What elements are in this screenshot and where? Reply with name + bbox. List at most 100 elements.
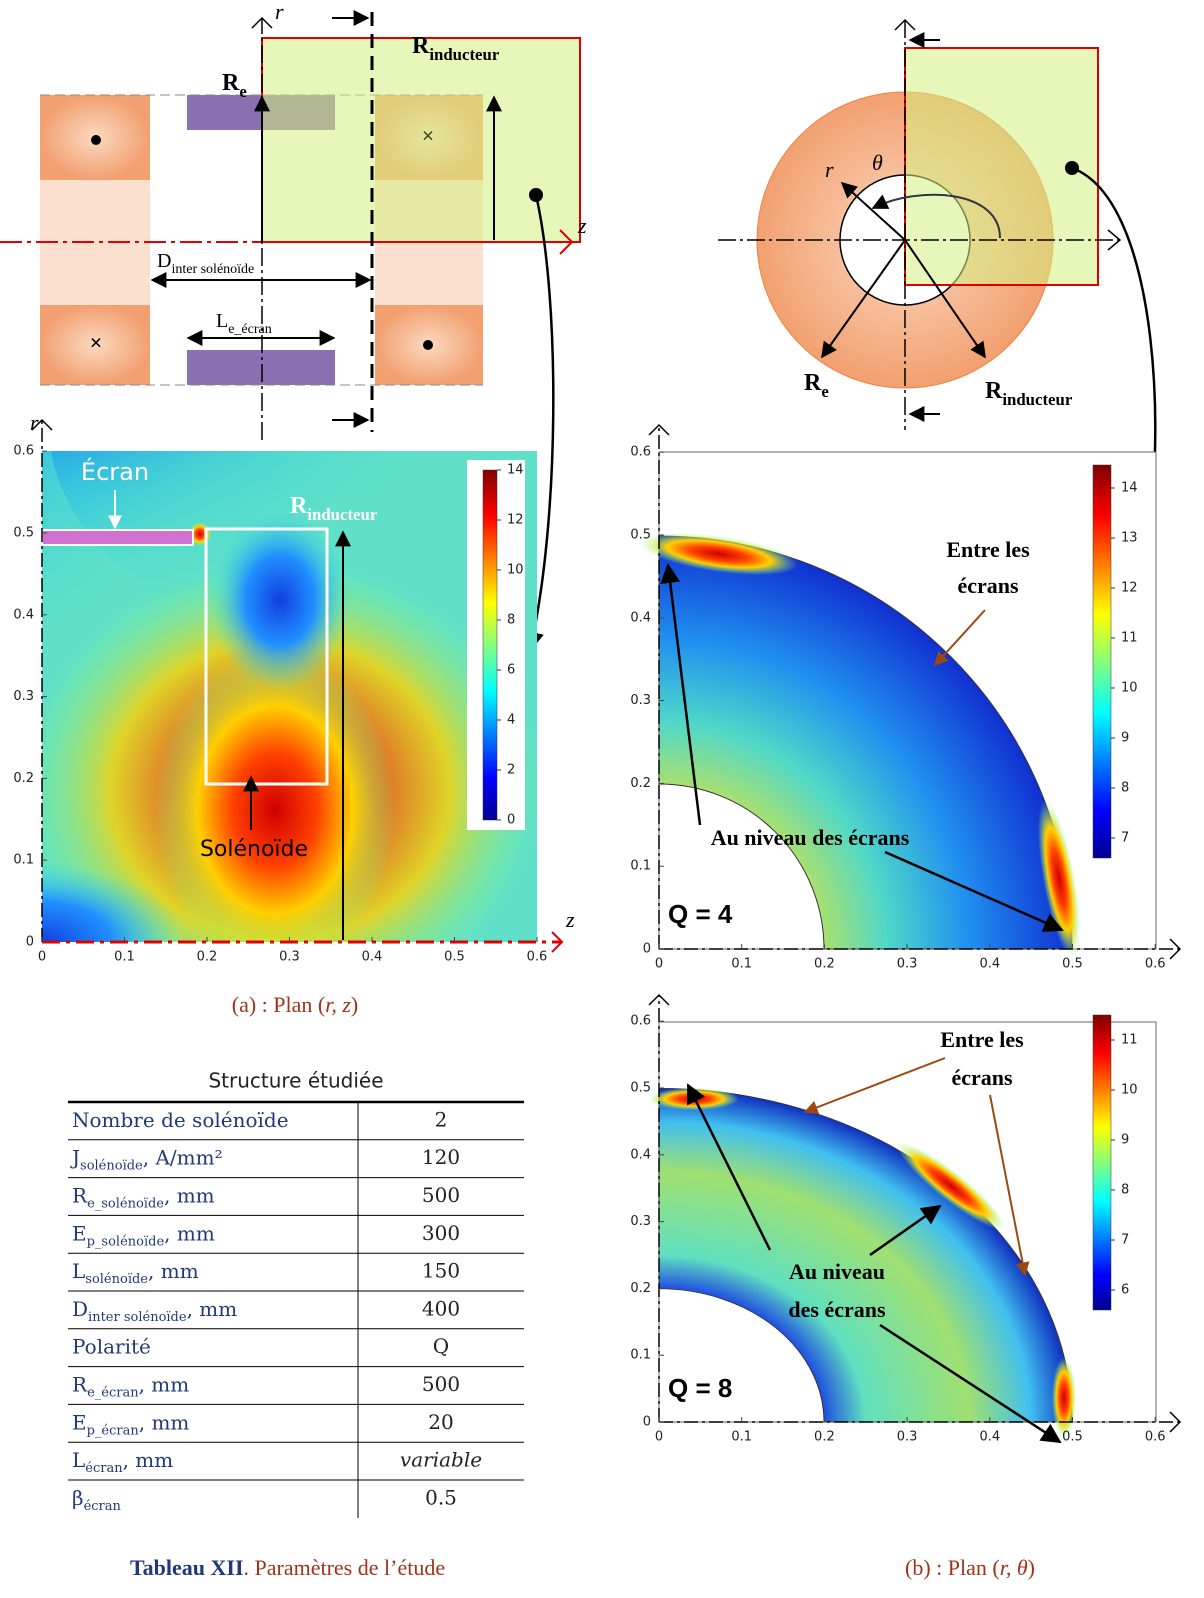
label: Nombre de solénoïde [72,1107,289,1131]
caption: (a) : Plan (r, z) [232,992,358,1017]
label: 9 [1121,731,1129,746]
label: 0.2 [814,1430,835,1445]
label: βécran [72,1485,122,1514]
label: Rinducteur [290,493,378,525]
label: 0 [26,935,34,950]
label: 8 [1121,1183,1129,1198]
label-sub: solénoïde [80,1159,143,1174]
label: 0.1 [731,957,752,972]
label: 0.5 [630,1081,651,1096]
label: Rinducteur [985,378,1073,410]
label-sub: e [239,82,247,101]
label-sub: inter solénoïde [88,1310,187,1325]
label-sub: écran [85,1461,123,1476]
label-main: R [222,70,240,96]
label-main: Nombre de solénoïde [72,1107,289,1131]
label: 0.5 [13,526,34,541]
label: 8 [1121,781,1129,796]
label: 12 [507,513,524,528]
label: 0 [38,950,46,965]
label: 0.4 [630,1147,651,1162]
label-unit: , mm [164,1221,215,1245]
label-main: Polarité [72,1334,151,1358]
label: 0.3 [13,689,34,704]
label: r [275,0,284,24]
label: 8 [507,613,515,628]
caption-text: (b) : Plan ( [905,1555,1000,1580]
label-main: β [72,1485,84,1509]
label-sub: e_solénoïde [87,1197,164,1212]
label: 10 [1121,1083,1138,1098]
label: 0.1 [630,859,651,874]
label: Q = 8 [668,1373,732,1403]
label-sub: e_écran [228,322,272,337]
label: 11 [1121,631,1138,646]
plot-rz-overlay [31,418,564,953]
caption: (b) : Plan (r, θ) [905,1555,1035,1580]
label: 0 [643,1415,651,1430]
schema-rtheta [718,18,1157,587]
label: 0.6 [1145,957,1166,972]
label: Re [222,70,247,102]
label-sub: inducteur [307,505,377,524]
label: 0.6 [1145,1430,1166,1445]
label: écrans [957,573,1019,598]
label: Polarité [72,1334,151,1358]
label-sub: écran [84,1499,122,1514]
label: 0.3 [630,693,651,708]
label: des écrans [788,1297,886,1322]
label: Q [433,1334,449,1358]
label: 10 [1121,681,1138,696]
label: Lsolénoïde, mm [72,1259,199,1288]
label: 0.6 [630,445,651,460]
label: 6 [1121,1283,1129,1298]
label: 0.5 [1062,1430,1083,1445]
label: 0.4 [13,607,34,622]
label: Solénoïde [200,837,308,862]
label-main: E [72,1410,87,1434]
label: 500 [422,1183,460,1207]
label: Lécran, mm [72,1448,173,1477]
label-unit: , mm [139,1372,190,1396]
label-main: L [72,1448,85,1472]
label: Au niveau [789,1259,885,1284]
label: r [825,157,834,182]
label: Jsolénoïde, A/mm² [70,1145,223,1174]
label-main: R [412,33,430,59]
label: écrans [951,1065,1013,1090]
label: Entre les [946,537,1030,562]
label: Re [804,370,829,402]
label: 0.3 [897,957,918,972]
label: 14 [507,463,524,478]
label: Re_écran, mm [72,1372,189,1401]
label: 0.1 [731,1430,752,1445]
label: 0.4 [362,950,383,965]
label-sub: e [821,382,829,401]
label: Au niveau des écrans [711,825,910,850]
label-sub: inducteur [429,45,499,64]
label: 500 [422,1372,460,1396]
label: 4 [507,713,515,728]
label: 0.3 [630,1214,651,1229]
label: 0.2 [630,776,651,791]
label: 0.4 [630,610,651,625]
label: 10 [507,563,524,578]
label: Q = 4 [668,899,733,929]
label-main: J [70,1145,80,1169]
label: 2 [507,763,515,778]
label: 0.5 [444,950,465,965]
label: Dinter solénoïde, mm [72,1296,237,1325]
label-sub: inducteur [1002,390,1072,409]
label: 0.4 [979,1430,1000,1445]
label-main: D [157,250,171,272]
label: 0.1 [114,950,135,965]
label-sub: solénoïde [85,1272,148,1287]
label-unit: , mm [164,1183,215,1207]
label: Le_écran [216,310,272,337]
label-unit: , mm [139,1410,190,1434]
label: 0.2 [630,1281,651,1296]
label: z [565,907,575,932]
svg-text:×: × [90,330,103,355]
label-sub: e_écran [87,1386,139,1401]
label: Re_solénoïde, mm [72,1183,215,1212]
